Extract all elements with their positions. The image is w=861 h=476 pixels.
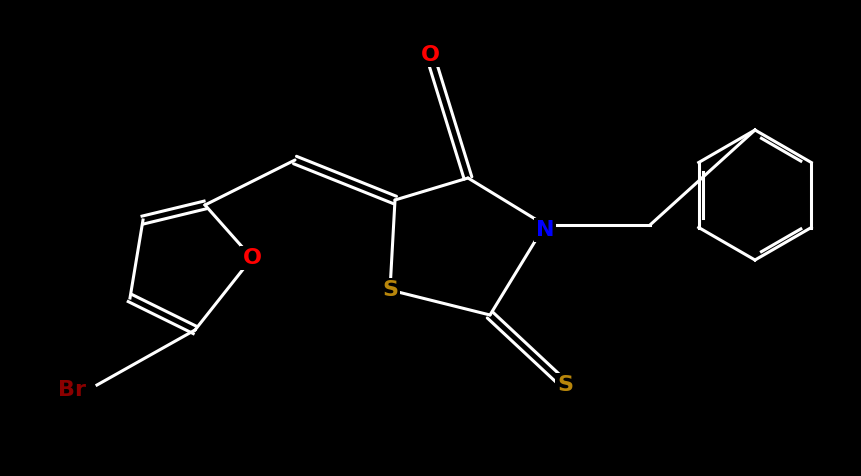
Text: O: O xyxy=(420,45,439,65)
Text: S: S xyxy=(381,280,398,300)
Text: O: O xyxy=(242,248,261,268)
Text: Br: Br xyxy=(58,380,86,400)
Text: S: S xyxy=(556,375,573,395)
Text: N: N xyxy=(536,220,554,240)
